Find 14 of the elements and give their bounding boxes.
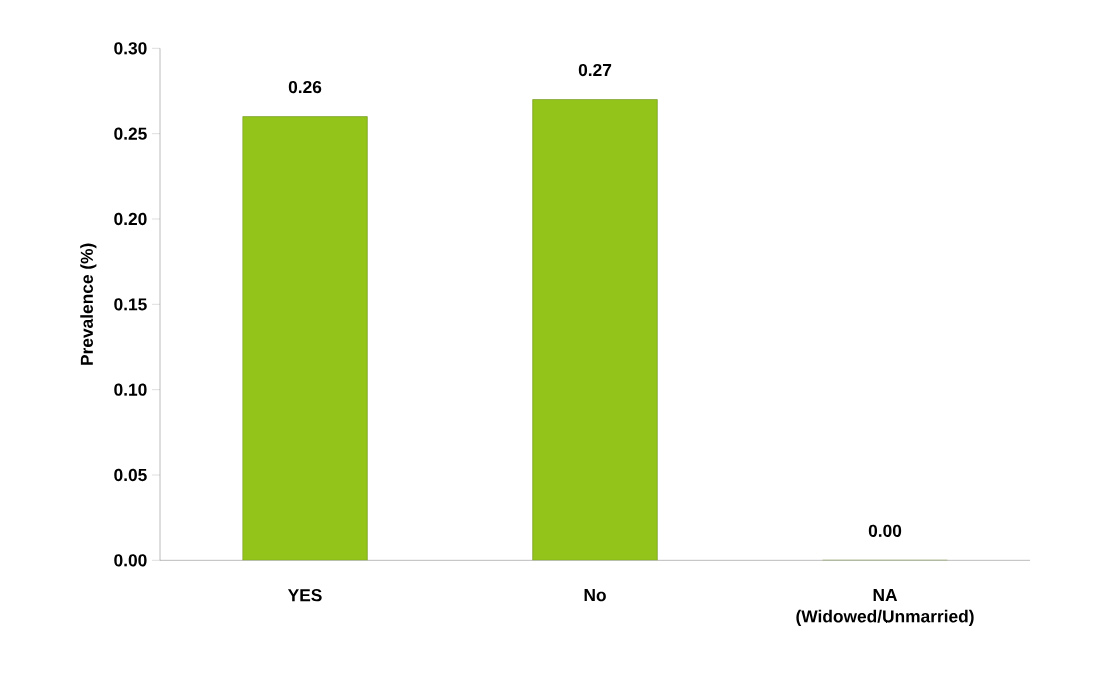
- data-label: 0.00: [868, 524, 902, 537]
- x-tick-label: No: [584, 589, 606, 602]
- y-tick-label: 0.00: [114, 554, 147, 567]
- y-tick-label: 0.10: [114, 383, 147, 396]
- x-tick-label: YES: [287, 589, 322, 602]
- y-axis-title: Prevalence (%): [80, 243, 97, 365]
- y-tick-label: 0.05: [114, 468, 147, 482]
- y-tick-label: 0.30: [114, 42, 147, 55]
- x-tick-label: NA (Widowed/Unmarried): [796, 589, 974, 626]
- data-label: 0.26: [288, 80, 322, 94]
- y-tick-label: 0.25: [114, 127, 147, 140]
- y-tick-label: 0.20: [114, 212, 147, 226]
- y-tick-label: 0.15: [114, 298, 147, 311]
- data-label: 0.27: [578, 63, 612, 77]
